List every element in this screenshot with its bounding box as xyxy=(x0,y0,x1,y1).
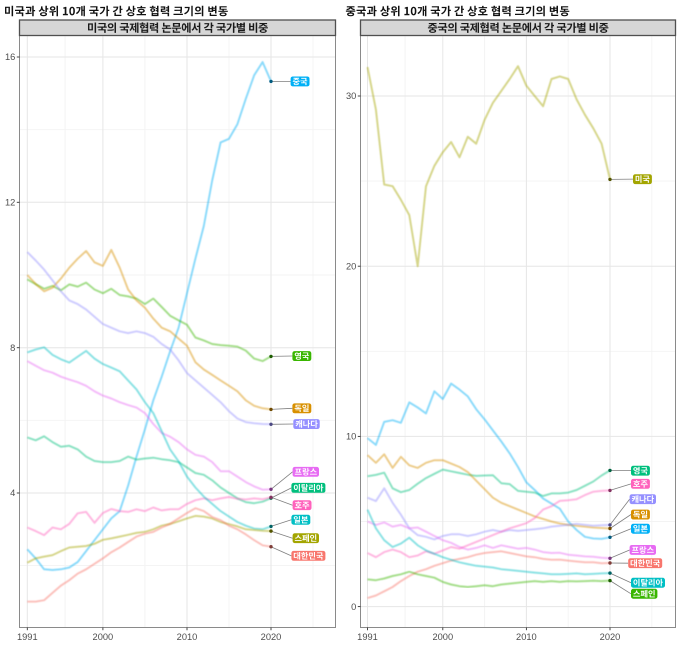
svg-text:10: 10 xyxy=(346,432,356,442)
svg-text:2010: 2010 xyxy=(516,632,537,642)
svg-text:0: 0 xyxy=(351,602,356,612)
svg-text:2010: 2010 xyxy=(177,632,198,642)
svg-text:2020: 2020 xyxy=(261,632,282,642)
svg-text:16: 16 xyxy=(5,52,15,62)
svg-text:30: 30 xyxy=(346,91,356,101)
svg-text:1991: 1991 xyxy=(17,632,38,642)
svg-text:12: 12 xyxy=(5,198,15,208)
svg-text:20: 20 xyxy=(346,261,356,271)
svg-text:4: 4 xyxy=(10,488,15,498)
svg-text:2020: 2020 xyxy=(600,632,621,642)
svg-text:2000: 2000 xyxy=(432,632,453,642)
svg-text:1991: 1991 xyxy=(357,632,378,642)
svg-text:8: 8 xyxy=(10,343,15,353)
svg-text:2000: 2000 xyxy=(93,632,114,642)
